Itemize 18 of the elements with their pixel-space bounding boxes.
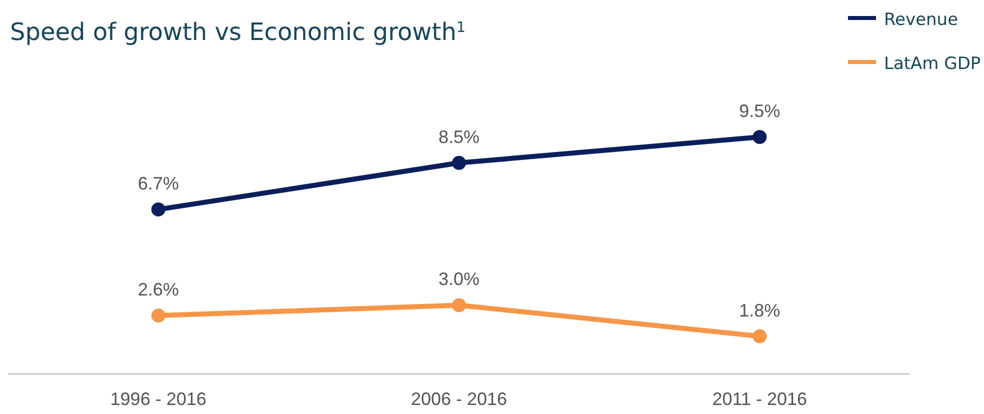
point — [452, 298, 466, 312]
data-label: 2.6% — [138, 280, 179, 300]
data-label: 9.5% — [739, 101, 780, 121]
point — [452, 156, 466, 170]
point — [752, 130, 767, 144]
data-label: 6.7% — [138, 173, 179, 194]
chart-title: Speed of growth vs Economic growth$^{1}$ — [10, 18, 466, 46]
data-label: 8.5% — [438, 126, 480, 147]
point — [752, 329, 767, 344]
legend-label: LatAm GDP — [884, 54, 981, 74]
point — [151, 308, 166, 323]
data-label: 3.0% — [438, 269, 480, 290]
x-tick-label: 2006 - 2016 — [410, 389, 508, 409]
x-tick-label: 1996 - 2016 — [110, 389, 206, 409]
x-tick-label: 2011 - 2016 — [712, 389, 808, 409]
point — [151, 202, 166, 216]
data-label: 1.8% — [739, 300, 780, 320]
legend-label: Revenue — [884, 10, 958, 30]
